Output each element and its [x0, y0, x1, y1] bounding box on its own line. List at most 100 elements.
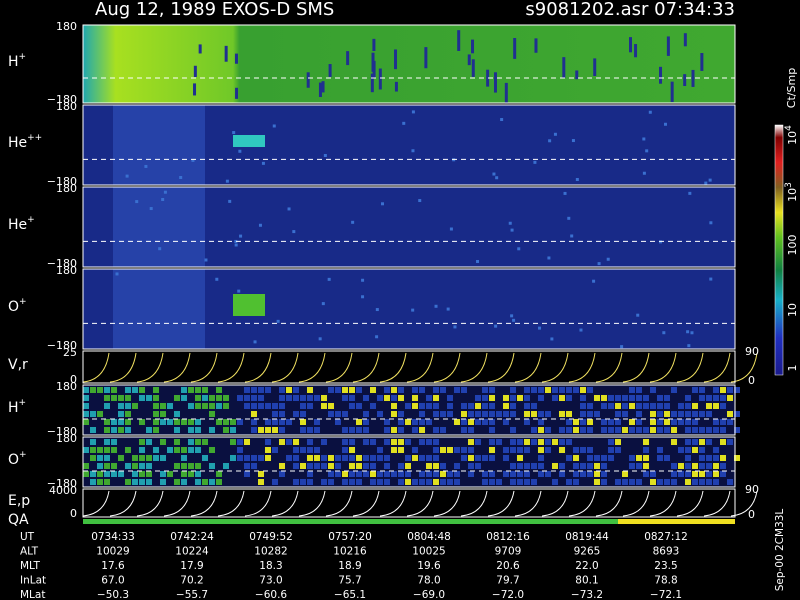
spectrogram-cell: [272, 411, 278, 417]
spectrogram-cell: [356, 427, 362, 433]
spectrogram-cell: [531, 439, 537, 445]
spectrogram-cell: [237, 455, 243, 461]
spectrogram-cell: [524, 387, 530, 393]
spectrogram-cell: [636, 427, 642, 433]
panel-bg: [83, 489, 735, 517]
spectrogram-cell: [642, 171, 646, 175]
spectrogram-cell: [468, 447, 474, 453]
spectrogram-cell: [349, 455, 355, 461]
cell: 0827:12: [644, 531, 688, 543]
spectrogram-cell: [398, 479, 404, 485]
spectrogram-cell: [237, 447, 243, 453]
cell: −65.1: [334, 589, 366, 600]
spectrogram-cell: [223, 463, 229, 469]
spectrogram-cell: [629, 403, 635, 409]
spectrogram-cell: [104, 447, 110, 453]
spectrogram-cell: [580, 427, 586, 433]
spectrogram-cell: [83, 447, 89, 453]
spectrogram-cell: [321, 455, 327, 461]
colorbar-label: 104: [784, 125, 800, 145]
spectrogram-cell: [160, 439, 166, 445]
spectrogram-cell: [692, 403, 698, 409]
spectrogram-cell: [552, 463, 558, 469]
spectrogram-cell: [538, 471, 544, 477]
spectrogram-cell: [118, 411, 124, 417]
spectrogram-cell: [307, 447, 313, 453]
spectrogram-cell: [195, 463, 201, 469]
spectrogram-cell: [342, 387, 348, 393]
spectrogram-cell: [370, 479, 376, 485]
spectrogram-cell: [300, 427, 306, 433]
spectrogram-cell: [174, 411, 180, 417]
spectrogram-cell: [419, 387, 425, 393]
spectrogram-cell: [594, 471, 600, 477]
cell: 78.0: [417, 575, 440, 587]
spectrogram-cell: [545, 439, 551, 445]
spectrogram-cell: [356, 463, 362, 469]
spectrogram-cell: [713, 395, 719, 401]
spectrogram-cell: [447, 411, 453, 417]
spectrogram-cell: [363, 471, 369, 477]
spectrogram-cell: [375, 308, 379, 312]
spectrogram-cell: [433, 471, 439, 477]
spectrogram-cell: [433, 411, 439, 417]
spectrogram-cell: [734, 455, 740, 461]
spectrogram-cell: [433, 403, 439, 409]
spectrogram-cell: [629, 387, 635, 393]
spectrogram-cell: [293, 439, 299, 445]
spectrogram-cell: [195, 447, 201, 453]
y-top-label: 180: [56, 432, 77, 445]
spectrogram-cell: [508, 221, 512, 225]
spectrogram-cell: [645, 149, 649, 153]
qa-label: QA: [8, 512, 29, 528]
spectrogram-cell: [363, 427, 369, 433]
spectrogram-cell: [419, 479, 425, 485]
spectrogram-cell: [307, 455, 313, 461]
spectrogram-cell: [328, 479, 334, 485]
spectrogram-cell: [524, 479, 530, 485]
spectrogram-cell: [279, 463, 285, 469]
spectrogram-cell: [398, 395, 404, 401]
spectrogram-cell: [83, 411, 89, 417]
spectrogram-cell: [608, 427, 614, 433]
spectrogram-cell: [566, 419, 572, 425]
spectrogram-cell: [181, 455, 187, 461]
spectrogram-cell: [125, 447, 131, 453]
spectrogram-cell: [692, 427, 698, 433]
spectrogram-cell: [104, 387, 110, 393]
spectrogram-cell: [411, 149, 415, 153]
spectrogram-cell: [391, 447, 397, 453]
label-sup: +: [19, 52, 27, 62]
spectrogram-cell: [125, 395, 131, 401]
spectrogram-cell: [489, 395, 495, 401]
colorbar-label: 1: [786, 365, 799, 372]
y-bottom-label: −180: [47, 93, 77, 106]
spectrogram-cell: [663, 122, 667, 126]
row-name: UT: [20, 531, 35, 543]
spectrogram-cell: [111, 395, 117, 401]
spectrogram-cell: [545, 447, 551, 453]
spectrogram-cell: [265, 403, 271, 409]
spectrogram-cell: [225, 179, 229, 183]
spectrogram-cell: [636, 403, 642, 409]
spectrogram-region: [113, 187, 205, 267]
cell: 10282: [254, 546, 287, 558]
spectrogram-cell: [580, 387, 586, 393]
spectrogram-cell: [276, 319, 280, 323]
spectrogram-cell: [559, 387, 565, 393]
spectrogram-cell: [198, 44, 202, 54]
spectrogram-cell: [361, 278, 365, 282]
spectrogram-cell: [440, 447, 446, 453]
label-text: V,r: [8, 357, 28, 373]
spectrogram-cell: [372, 38, 376, 52]
spectrogram-cell: [426, 463, 432, 469]
spectrogram-cell: [608, 439, 614, 445]
spectrogram-cell: [692, 447, 698, 453]
spectrogram-cell: [356, 455, 362, 461]
spectrogram-cell: [342, 411, 348, 417]
panel-label: H+: [8, 398, 26, 417]
spectrogram-cell: [545, 387, 551, 393]
spectrogram-cell: [685, 427, 691, 433]
spectrogram-cell: [188, 439, 194, 445]
spectrogram-cell: [713, 447, 719, 453]
